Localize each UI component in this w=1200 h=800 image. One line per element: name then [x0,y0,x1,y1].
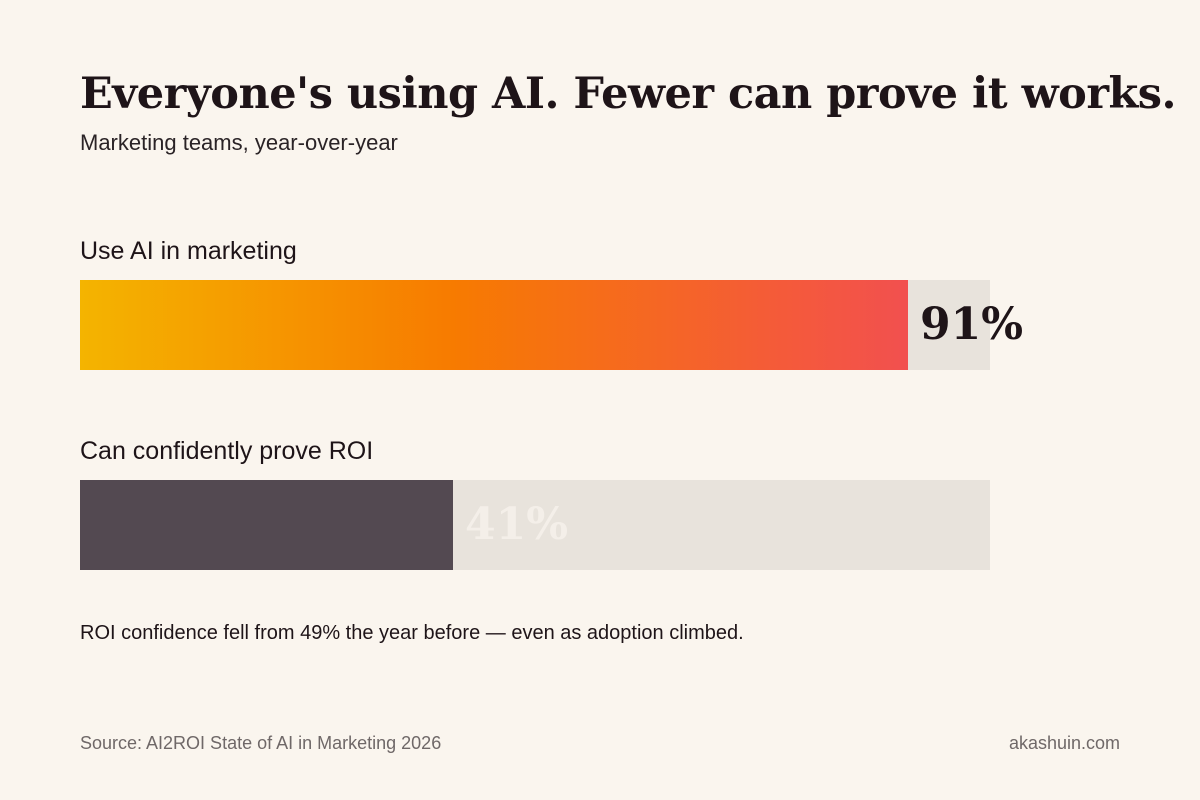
bar-value-prove-roi: 41% [465,499,569,550]
source-note: Source: AI2ROI State of AI in Marketing … [80,733,442,753]
bar-track-use-ai: 91% [80,280,1023,370]
chart-annotation: ROI confidence fell from 49% the year be… [80,622,744,644]
bar-label-use-ai: Use AI in marketing [80,237,297,265]
bar-label-prove-roi: Can confidently prove ROI [80,437,374,465]
bar-use-ai [80,280,908,370]
chart-title: Everyone's using AI. Fewer can prove it … [80,69,1176,119]
bar-track-prove-roi: 41% [80,480,990,570]
bar-value-use-ai: 91% [920,299,1024,350]
chart-subtitle: Marketing teams, year-over-year [80,130,398,155]
bar-prove-roi [80,480,453,570]
credit-link[interactable]: akashuin.com [1008,733,1120,753]
